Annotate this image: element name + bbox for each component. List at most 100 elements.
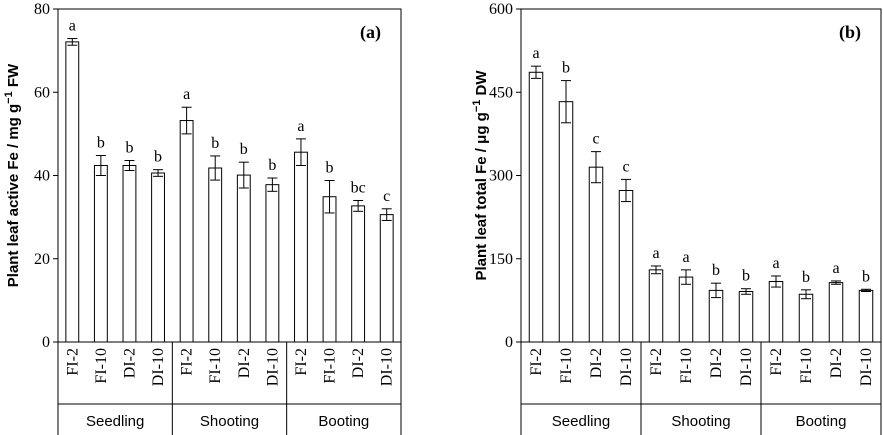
- group-label: Booting: [796, 413, 847, 430]
- y-axis-label-unit: FW: [5, 63, 22, 91]
- significance-letter: b: [211, 135, 219, 152]
- bar: [208, 167, 223, 343]
- y-tick-label: 0: [42, 334, 50, 351]
- significance-letter: bc: [351, 179, 366, 196]
- significance-letter: a: [297, 118, 304, 135]
- bar: [379, 214, 394, 343]
- bar: [179, 120, 194, 343]
- y-axis-label: Plant leaf total Fe / μg g−1 DW: [471, 70, 490, 281]
- significance-letter: a: [772, 255, 779, 272]
- significance-letter: a: [832, 260, 839, 277]
- bar: [708, 289, 724, 343]
- y-axis-label-unit: DW: [473, 70, 490, 100]
- panel-label: (a): [360, 22, 381, 43]
- significance-letter: b: [862, 268, 870, 285]
- panel-a: 0 20 40 60 80 Plant leaf active Fe / mg g−1 F…: [3, 1, 402, 435]
- group-label: Shooting: [200, 413, 259, 430]
- category-label: DI-2: [121, 348, 138, 378]
- category-label: FI-2: [528, 348, 545, 376]
- significance-letter: a: [532, 45, 539, 62]
- y-axis-label-exponent: −1: [3, 91, 15, 104]
- category-label: FI-10: [678, 348, 695, 384]
- group-label: Seedling: [86, 413, 144, 430]
- y-tick-label: 0: [505, 334, 513, 351]
- category-label: FI-2: [64, 348, 81, 376]
- y-tick-label: 80: [34, 1, 50, 18]
- bar: [678, 276, 694, 343]
- bar: [588, 166, 604, 343]
- bar: [798, 293, 814, 343]
- bar: [236, 174, 251, 343]
- bar: [558, 101, 574, 343]
- bar: [528, 71, 544, 343]
- bar: [65, 41, 80, 343]
- significance-letter: a: [682, 249, 689, 266]
- y-axis-label-main: Plant leaf total Fe / μg g: [473, 112, 490, 280]
- bar: [151, 172, 165, 343]
- bar: [265, 184, 280, 343]
- category-label: DI-2: [236, 348, 253, 378]
- category-label: DI-10: [150, 348, 167, 386]
- y-axis-label: Plant leaf active Fe / mg g−1 FW: [3, 63, 22, 287]
- bar: [768, 281, 784, 343]
- y-tick-label: 20: [34, 251, 50, 268]
- category-label: DI-10: [379, 348, 396, 386]
- bar: [322, 196, 337, 343]
- category-label: FI-2: [648, 348, 665, 376]
- significance-letter: a: [652, 245, 659, 262]
- category-label: FI-10: [798, 348, 815, 384]
- significance-letter: b: [802, 269, 810, 286]
- significance-letter: b: [742, 268, 750, 285]
- significance-letter: a: [183, 86, 190, 103]
- category-label: FI-10: [93, 348, 110, 384]
- bar: [618, 189, 634, 343]
- y-tick-label: 300: [489, 168, 513, 185]
- category-label: FI-2: [293, 348, 310, 376]
- bar: [828, 282, 844, 343]
- category-label: DI-2: [350, 348, 367, 378]
- category-label: DI-2: [708, 348, 725, 378]
- panel-b: 0 150 300 450 600 Plant leaf total Fe / μg g−…: [471, 1, 882, 435]
- y-tick-label: 450: [489, 84, 513, 101]
- significance-letter: b: [240, 141, 248, 158]
- bar: [294, 151, 308, 343]
- y-axis-label-main: Plant leaf active Fe / mg g: [5, 104, 22, 287]
- significance-letter: b: [125, 140, 133, 157]
- category-label: FI-10: [558, 348, 575, 384]
- category-label: DI-2: [588, 348, 605, 378]
- y-axis-label-exponent: −1: [471, 100, 483, 113]
- category-label: FI-10: [207, 348, 224, 384]
- plot-frame: [520, 8, 882, 343]
- significance-letter: b: [97, 135, 105, 152]
- bar: [122, 165, 137, 343]
- group-label: Shooting: [671, 413, 730, 430]
- y-tick-label: 150: [489, 251, 513, 268]
- y-tick-label: 60: [34, 84, 50, 101]
- panel-label: (b): [839, 22, 861, 43]
- significance-letter: c: [622, 158, 629, 175]
- significance-letter: b: [326, 159, 334, 176]
- category-label: FI-2: [179, 348, 196, 376]
- plot-frame: [57, 8, 402, 343]
- group-label: Seedling: [552, 413, 610, 430]
- group-label: Booting: [318, 413, 369, 430]
- category-label: FI-10: [322, 348, 339, 384]
- bar: [351, 205, 366, 343]
- bar: [648, 269, 664, 343]
- significance-letter: c: [383, 188, 390, 205]
- significance-letter: b: [562, 60, 570, 77]
- significance-letter: b: [154, 149, 162, 166]
- significance-letter: b: [268, 157, 276, 174]
- bar: [93, 165, 108, 343]
- y-tick-label: 40: [34, 168, 50, 185]
- category-label: DI-10: [858, 348, 875, 386]
- category-label: DI-10: [618, 348, 635, 386]
- category-label: DI-2: [828, 348, 845, 378]
- significance-letter: b: [712, 262, 720, 279]
- bar: [858, 289, 874, 343]
- significance-letter: a: [69, 18, 76, 35]
- category-label: DI-10: [264, 348, 281, 386]
- bar: [738, 290, 754, 343]
- category-label: DI-10: [738, 348, 755, 386]
